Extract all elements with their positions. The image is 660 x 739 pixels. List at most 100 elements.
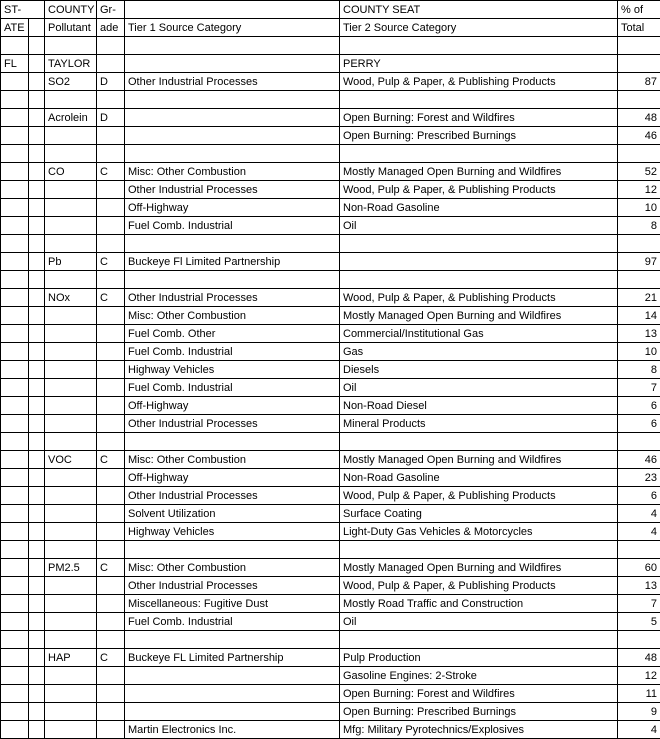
cell-c6: Mostly Managed Open Burning and Wildfire… [340,451,618,469]
cell-c3 [45,37,97,55]
table-row: COCMisc: Other CombustionMostly Managed … [1,163,660,181]
cell-c5: Buckeye FL Limited Partnership [125,649,340,667]
cell-c2 [29,559,45,577]
cell-c3 [45,595,97,613]
cell-c6 [340,631,618,649]
table-row: Other Industrial ProcessesWood, Pulp & P… [1,577,660,595]
cell-c5 [125,55,340,73]
cell-c7: 6 [618,415,660,433]
cell-c7: 10 [618,343,660,361]
table-row: Open Burning: Prescribed Burnings46 [1,127,660,145]
cell-c4 [97,433,125,451]
cell-c6: Mostly Managed Open Burning and Wildfire… [340,163,618,181]
cell-c6: Pulp Production [340,649,618,667]
cell-c2 [29,199,45,217]
cell-c1 [1,703,29,721]
cell-c7: 7 [618,379,660,397]
cell-c5: Solvent Utilization [125,505,340,523]
cell-c5: Martin Electronics Inc. [125,721,340,739]
cell-c1 [1,667,29,685]
cell-c2 [29,235,45,253]
cell-c4 [97,541,125,559]
cell-c6 [340,235,618,253]
table-row: Fuel Comb. IndustrialOil7 [1,379,660,397]
cell-c2 [29,721,45,739]
cell-c4 [97,37,125,55]
cell-c5: Off-Highway [125,469,340,487]
cell-c1 [1,163,29,181]
cell-c2 [29,109,45,127]
cell-c4 [97,181,125,199]
cell-c7 [618,37,660,55]
cell-c5: Buckeye Fl Limited Partnership [125,253,340,271]
table-row: Solvent UtilizationSurface Coating4 [1,505,660,523]
cell-c7: 6 [618,397,660,415]
cell-c6: Mostly Managed Open Burning and Wildfire… [340,307,618,325]
cell-c4: C [97,451,125,469]
table-row: Highway VehiclesDiesels8 [1,361,660,379]
cell-c2 [29,541,45,559]
cell-c7: 4 [618,721,660,739]
cell-c2 [29,649,45,667]
cell-c1 [1,145,29,163]
cell-c2 [29,415,45,433]
table-row [1,631,660,649]
cell-c5 [125,667,340,685]
cell-c7: 8 [618,361,660,379]
cell-c4 [97,613,125,631]
table-row: Martin Electronics Inc.Mfg: Military Pyr… [1,721,660,739]
table-row [1,235,660,253]
cell-c2 [29,397,45,415]
cell-c3 [45,235,97,253]
cell-c6 [340,253,618,271]
cell-c6: Open Burning: Prescribed Burnings [340,127,618,145]
cell-c6: Mostly Road Traffic and Construction [340,595,618,613]
cell-c7: 12 [618,181,660,199]
hdr-state: ST- [1,1,45,19]
cell-c6: Oil [340,613,618,631]
cell-c3 [45,343,97,361]
cell-c2 [29,37,45,55]
cell-c7 [618,55,660,73]
cell-c7: 5 [618,613,660,631]
cell-c5: Other Industrial Processes [125,289,340,307]
cell-c7: 11 [618,685,660,703]
cell-c4 [97,199,125,217]
cell-c1 [1,433,29,451]
table-row: SO2DOther Industrial ProcessesWood, Pulp… [1,73,660,91]
cell-c4: C [97,289,125,307]
cell-c5 [125,91,340,109]
cell-c3 [45,145,97,163]
table-row: Other Industrial ProcessesWood, Pulp & P… [1,487,660,505]
cell-c5 [125,271,340,289]
cell-c4 [97,325,125,343]
cell-c7: 6 [618,487,660,505]
cell-c1 [1,127,29,145]
cell-c6: Wood, Pulp & Paper, & Publishing Product… [340,577,618,595]
cell-c6: Wood, Pulp & Paper, & Publishing Product… [340,289,618,307]
cell-c1 [1,559,29,577]
cell-c5: Other Industrial Processes [125,73,340,91]
table-row: Fuel Comb. IndustrialOil5 [1,613,660,631]
cell-c6: Commercial/Institutional Gas [340,325,618,343]
cell-c6 [340,37,618,55]
cell-c5: Fuel Comb. Industrial [125,343,340,361]
table-row: Off-HighwayNon-Road Gasoline23 [1,469,660,487]
cell-c5: Other Industrial Processes [125,577,340,595]
cell-c3 [45,91,97,109]
cell-c7: 60 [618,559,660,577]
table-row: PbCBuckeye Fl Limited Partnership97 [1,253,660,271]
cell-c3 [45,127,97,145]
cell-c3 [45,487,97,505]
table-row: PM2.5CMisc: Other CombustionMostly Manag… [1,559,660,577]
table-row: VOCCMisc: Other CombustionMostly Managed… [1,451,660,469]
cell-c2 [29,91,45,109]
table-row: NOxCOther Industrial ProcessesWood, Pulp… [1,289,660,307]
cell-c2 [29,631,45,649]
cell-c1 [1,541,29,559]
cell-c1 [1,595,29,613]
cell-c7: 97 [618,253,660,271]
cell-c7: 46 [618,451,660,469]
cell-c1 [1,325,29,343]
cell-c1 [1,397,29,415]
